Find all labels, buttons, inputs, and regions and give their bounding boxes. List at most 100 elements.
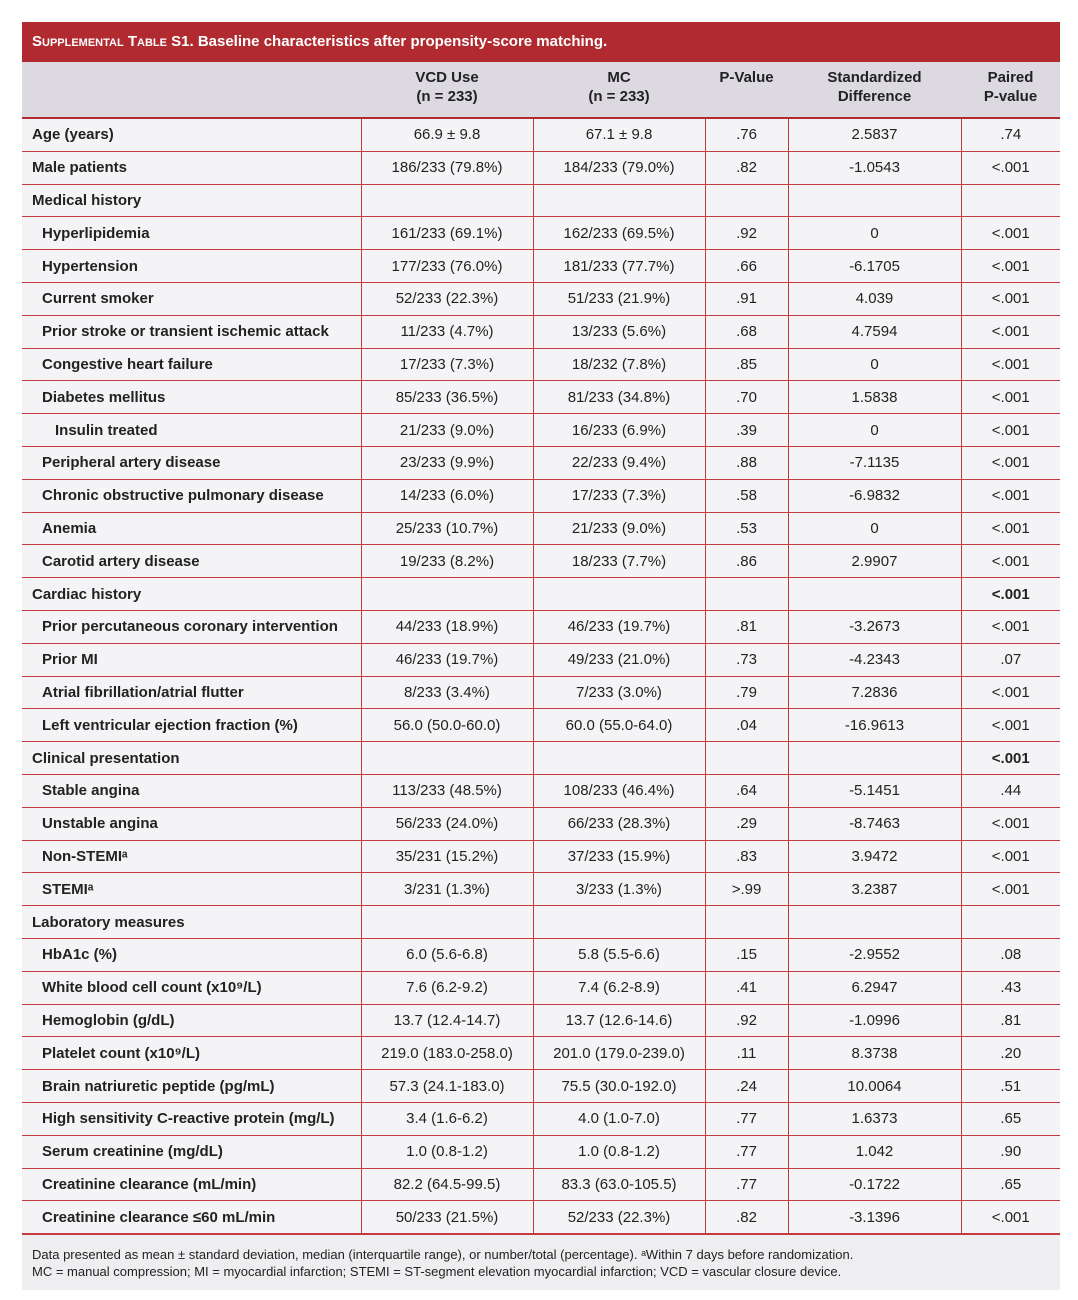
table-cell: 219.0 (183.0-258.0) [360,1036,533,1071]
table-row: High sensitivity C-reactive protein (mg/… [22,1102,1060,1136]
table-cell: .81 [960,1004,1060,1038]
table-cell: 81/233 (34.8%) [532,380,705,415]
row-label: Stable angina [22,774,361,808]
table-row: Carotid artery disease 19/233 (8.2%) 18/23… [22,544,1060,579]
column-header: Standardized Difference [788,62,961,119]
table-cell: .82 [704,1200,788,1235]
table-cell: 44/233 (18.9%) [360,610,533,644]
table-cell: 46/233 (19.7%) [532,610,705,644]
table-cell: 11/233 (4.7%) [360,315,533,349]
table-cell: 21/233 (9.0%) [532,512,705,546]
table-cell: 56/233 (24.0%) [360,807,533,841]
table-cell: 13.7 (12.6-14.6) [532,1004,705,1038]
table-cell: 46/233 (19.7%) [360,643,533,677]
table-cell: .15 [704,938,788,972]
table-cell: 14/233 (6.0%) [360,479,533,513]
footnote-line: Data presented as mean ± standard deviat… [32,1247,854,1263]
table-cell: <.001 [960,872,1060,907]
table-cell: 177/233 (76.0%) [360,249,533,283]
table-cell: -4.2343 [787,643,961,677]
table-cell: 18/232 (7.8%) [532,348,705,382]
table-cell: 83.3 (63.0-105.5) [532,1168,705,1202]
table-cell: 3.4 (1.6-6.2) [360,1102,533,1136]
table-cell: 50/233 (21.5%) [360,1200,533,1235]
table-cell: 1.5838 [787,380,961,415]
table-cell: 56.0 (50.0-60.0) [360,708,533,743]
table-row: Hypertension 177/233 (76.0%) 181/233 (77.7… [22,249,1060,283]
row-label: High sensitivity C-reactive protein (mg/… [22,1102,361,1136]
table-cell: 75.5 (30.0-192.0) [532,1069,705,1103]
table-cell: 1.6373 [787,1102,961,1136]
table-cell: <.001 [960,544,1060,579]
table-cell: .85 [704,348,788,382]
row-label: Diabetes mellitus [22,380,361,415]
table-cell [532,741,705,775]
table-cell: -0.1722 [787,1168,961,1202]
table-cell: .29 [704,807,788,841]
row-label: Prior percutaneous coronary intervention [22,610,361,644]
table-cell: .76 [704,118,788,152]
column-header: P-Value [705,62,788,119]
table-cell: 21/233 (9.0%) [360,413,533,447]
table-cell: 13.7 (12.4-14.7) [360,1004,533,1038]
table-row: Prior stroke or transient ischemic attac… [22,315,1060,349]
table-row: Clinical presentation <.001 [22,741,1060,775]
table-cell: .82 [704,151,788,185]
table-row: Cardiac history <.001 [22,577,1060,611]
table-cell: <.001 [960,610,1060,644]
table-cell: 201.0 (179.0-239.0) [532,1036,705,1071]
table-row: Non-STEMIᵃ 35/231 (15.2%) 37/233 (15.9%) .8… [22,840,1060,874]
table-row: Anemia 25/233 (10.7%) 21/233 (9.0%) .53 0 <.0… [22,512,1060,546]
table-cell: .92 [704,216,788,251]
table-row: White blood cell count (x10⁹/L) 7.6 (6.2-… [22,971,1060,1005]
row-label: Unstable angina [22,807,361,841]
table-cell [787,741,961,775]
table-cell [704,184,788,218]
table-row: Insulin treated 21/233 (9.0%) 16/233 (6.9%… [22,413,1060,447]
table-row: Unstable angina 56/233 (24.0%) 66/233 (28.… [22,807,1060,841]
row-label: Brain natriuretic peptide (pg/mL) [22,1069,361,1103]
table-cell: -1.0996 [787,1004,961,1038]
table-cell: 161/233 (69.1%) [360,216,533,251]
header-row: VCD Use (n = 233) MC (n = 233) P-Value Stan… [22,62,1060,119]
table-cell: .04 [704,708,788,743]
table-cell: 186/233 (79.8%) [360,151,533,185]
table-cell: <.001 [960,151,1060,185]
footnote-line: MC = manual compression; MI = myocardial… [32,1264,842,1280]
table-cell: 85/233 (36.5%) [360,380,533,415]
table-cell: 5.8 (5.5-6.6) [532,938,705,972]
table-cell: -3.1396 [787,1200,961,1235]
table-row: Platelet count (x10⁹/L) 219.0 (183.0-258.… [22,1036,1060,1071]
table-row: Serum creatinine (mg/dL) 1.0 (0.8-1.2) 1.0… [22,1135,1060,1169]
table-row: Hemoglobin (g/dL) 13.7 (12.4-14.7) 13.7 (1… [22,1004,1060,1038]
table-cell: 7.2836 [787,676,961,710]
table-cell: .65 [960,1168,1060,1202]
table-row: Brain natriuretic peptide (pg/mL) 57.3 (2… [22,1069,1060,1103]
table-cell: 35/231 (15.2%) [360,840,533,874]
table-cell: <.001 [960,282,1060,316]
table-cell: .86 [704,544,788,579]
table-cell: .08 [960,938,1060,972]
table-row: Peripheral artery disease 23/233 (9.9%) 22… [22,446,1060,480]
table-cell: .20 [960,1036,1060,1071]
table-cell: >.99 [704,872,788,907]
table-cell: <.001 [960,216,1060,251]
table-row: Male patients 186/233 (79.8%) 184/233 (79.… [22,151,1060,185]
table-cell: 4.0 (1.0-7.0) [532,1102,705,1136]
row-label: HbA1c (%) [22,938,361,972]
table-row: Atrial fibrillation/atrial flutter 8/233 … [22,676,1060,710]
table-cell: 2.5837 [787,118,961,152]
table-cell: 18/233 (7.7%) [532,544,705,579]
table-cell: .43 [960,971,1060,1005]
table-cell: 82.2 (64.5-99.5) [360,1168,533,1202]
table-cell: -6.9832 [787,479,961,513]
table-cell: -7.1135 [787,446,961,480]
table-label: Supplemental Table S1. [32,33,194,50]
table-cell: 23/233 (9.9%) [360,446,533,480]
table-cell: .91 [704,282,788,316]
row-label: Hypertension [22,249,361,283]
table-row: Creatinine clearance ≤60 mL/min 50/233 (2… [22,1200,1060,1235]
row-label: White blood cell count (x10⁹/L) [22,971,361,1005]
table-cell: 51/233 (21.9%) [532,282,705,316]
table-cell: .11 [704,1036,788,1071]
